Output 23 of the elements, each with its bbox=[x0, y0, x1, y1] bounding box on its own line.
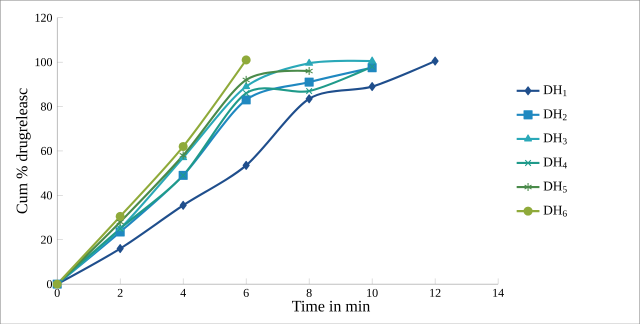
legend-label: DH$_{5}$ bbox=[544, 182, 567, 192]
y-tick-label: 120 bbox=[36, 14, 52, 22]
legend-label: DH$_{4}$ bbox=[544, 158, 567, 168]
x-axis-title: Time in min bbox=[292, 300, 370, 312]
x-tick-label: 0 bbox=[54, 288, 60, 297]
y-tick-label: 0 bbox=[46, 280, 52, 288]
y-tick-label: 20 bbox=[41, 236, 52, 244]
x-tick-label: 8 bbox=[306, 288, 312, 297]
legend-label: DH$_{1}$ bbox=[544, 85, 567, 96]
x-tick-label: 12 bbox=[430, 288, 440, 297]
legend-label: DH$_{3}$ bbox=[544, 133, 567, 144]
y-axis-title: Cum % drugreleasc bbox=[16, 88, 31, 214]
legend-label: DH$_{2}$ bbox=[544, 109, 567, 120]
y-tick-label: 40 bbox=[40, 191, 52, 200]
y-tick-label: 80 bbox=[40, 102, 52, 111]
x-tick-label: 14 bbox=[493, 288, 504, 297]
x-tick-label: 2 bbox=[118, 288, 123, 297]
x-tick-label: 4 bbox=[180, 288, 186, 297]
y-tick-label: 60 bbox=[41, 146, 52, 155]
y-tick-label: 100 bbox=[36, 58, 52, 66]
x-tick-label: 6 bbox=[244, 288, 249, 297]
x-tick-label: 10 bbox=[367, 288, 378, 297]
legend-label: DH$_{6}$ bbox=[544, 206, 567, 216]
